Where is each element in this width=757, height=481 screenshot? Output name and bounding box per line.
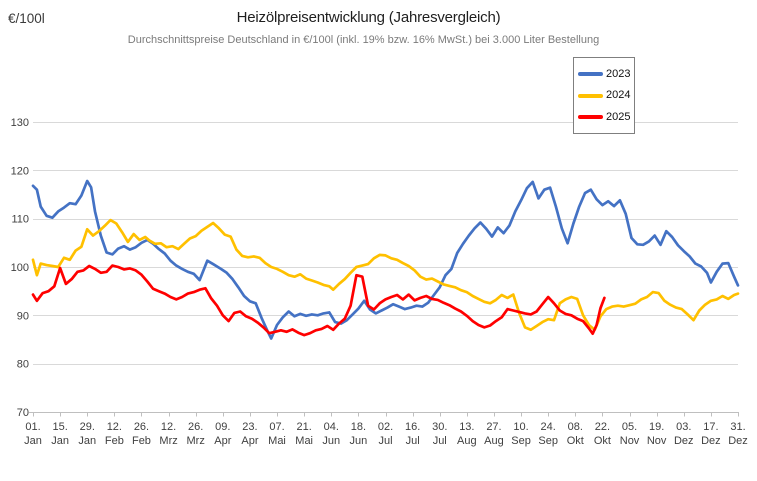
x-tick-label-month: Apr: [241, 435, 258, 447]
x-tick-label-month: Dez: [728, 435, 748, 447]
x-tick-label-month: Okt: [594, 435, 611, 447]
x-tick-label-month: Jul: [433, 435, 447, 447]
legend-item-2025: 2025: [578, 110, 634, 125]
x-tick-label-month: Okt: [567, 435, 584, 447]
x-tick-label-day: 31.: [730, 421, 745, 433]
x-tick-label-month: Jun: [350, 435, 368, 447]
legend-label: 2023: [606, 67, 631, 80]
y-tick-label: 70: [17, 407, 29, 419]
x-tick-label-day: 10.: [513, 421, 528, 433]
x-tick-label-month: Jan: [78, 435, 96, 447]
y-tick-label: 120: [11, 165, 29, 177]
x-tick-label-month: Nov: [620, 435, 640, 447]
x-tick-label-day: 13.: [459, 421, 474, 433]
legend-label: 2025: [606, 110, 631, 123]
x-tick-label-day: 24.: [541, 421, 556, 433]
x-tick-label-day: 26.: [134, 421, 149, 433]
legend-label: 2024: [606, 89, 631, 101]
x-tick-label-day: 22.: [595, 421, 610, 433]
x-tick-label-day: 30.: [432, 421, 447, 433]
x-tick-label-day: 01.: [25, 421, 40, 433]
x-tick-label-month: Nov: [647, 435, 667, 447]
y-tick-label: 90: [17, 310, 29, 322]
y-tick-label: 100: [11, 262, 29, 274]
series-line-2024: [31, 218, 740, 332]
x-tick-label-month: Apr: [214, 435, 231, 447]
x-tick-label-month: Mai: [268, 435, 286, 447]
x-tick-label-day: 08.: [568, 421, 583, 433]
x-tick-label-month: Sep: [538, 435, 558, 447]
x-tick-label-month: Mrz: [187, 435, 205, 447]
x-tick-label-day: 18.: [351, 421, 366, 433]
x-tick-label-day: 29.: [80, 421, 95, 433]
x-tick-label-month: Jul: [378, 435, 392, 447]
x-tick-label-day: 26.: [188, 421, 203, 433]
x-tick-label-day: 12.: [107, 421, 122, 433]
legend-line-swatch-2023: [578, 72, 603, 76]
series-line-2023: [31, 179, 740, 340]
x-tick-label-month: Feb: [105, 435, 124, 447]
x-tick-label-day: 19.: [649, 421, 664, 433]
x-tick-label-day: 23.: [242, 421, 257, 433]
x-tick-label-month: Sep: [511, 435, 531, 447]
chart-subtitle: Durchschnittspreise Deutschland in €/100…: [127, 34, 600, 46]
x-tick-label-month: Aug: [457, 435, 477, 447]
x-tick-label-month: Jan: [51, 435, 69, 447]
x-tick-label-day: 09.: [215, 421, 230, 433]
legend-item-2024: 2024: [578, 88, 634, 103]
x-tick-label-month: Mrz: [159, 435, 177, 447]
x-tick-label-day: 12.: [161, 421, 176, 433]
y-tick-label: 110: [11, 214, 29, 226]
series-line-2025: [31, 264, 606, 337]
x-tick-label-month: Jul: [406, 435, 420, 447]
legend-item-2023: 2023: [578, 67, 634, 82]
x-tick-label-day: 02.: [378, 421, 393, 433]
x-tick-label-day: 03.: [676, 421, 691, 433]
x-tick-label-month: Jan: [24, 435, 42, 447]
x-tick-label-month: Dez: [674, 435, 694, 447]
y-axis-unit-label: €/100l: [8, 11, 45, 26]
x-tick-label-day: 21.: [297, 421, 312, 433]
x-tick-label-day: 05.: [622, 421, 637, 433]
y-tick-label: 80: [17, 359, 29, 371]
x-tick-label-day: 15.: [52, 421, 67, 433]
x-tick-label-month: Dez: [701, 435, 721, 447]
y-tick-label: 130: [11, 117, 29, 129]
x-tick-label-month: Aug: [484, 435, 504, 447]
x-tick-label-month: Mai: [295, 435, 313, 447]
x-tick-label-day: 16.: [405, 421, 420, 433]
x-tick-label-day: 17.: [703, 421, 718, 433]
chart-legend: 2023 2024 2025: [573, 57, 635, 134]
x-tick-label-day: 07.: [269, 421, 284, 433]
x-tick-label-month: Feb: [132, 435, 151, 447]
x-tick-label-month: Jun: [322, 435, 340, 447]
chart-title: Heizölpreisentwicklung (Jahresvergleich): [236, 9, 501, 26]
legend-line-swatch-2024: [578, 93, 603, 98]
legend-line-swatch-2025: [578, 115, 603, 119]
x-tick-label-day: 04.: [324, 421, 339, 433]
x-tick-label-day: 27.: [486, 421, 501, 433]
